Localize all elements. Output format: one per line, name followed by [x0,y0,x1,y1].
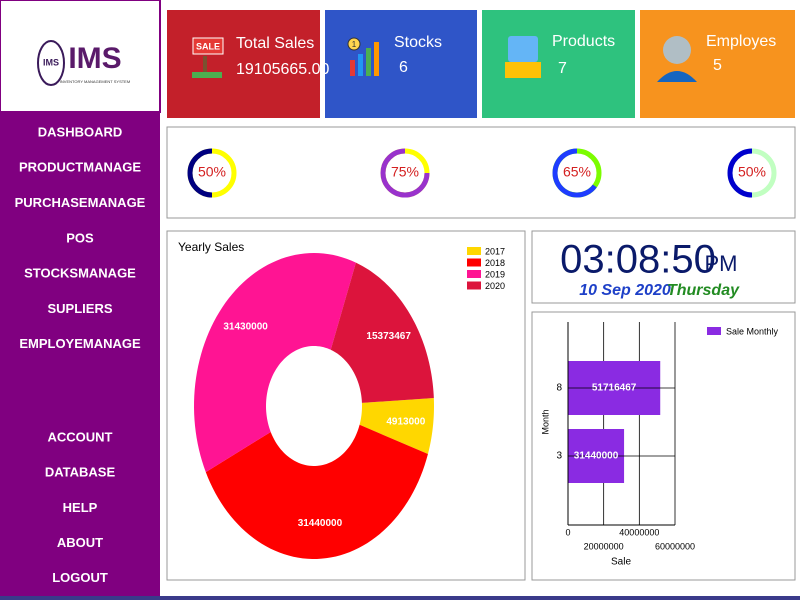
y-tick-label: 8 [556,383,562,394]
legend-label: Sale Monthly [726,326,779,336]
menu-item[interactable]: SUPLIERS [47,301,112,316]
gauge-label: 75% [391,164,419,180]
gauge-arc [187,148,213,198]
logo-subtitle: INVENTORY MANAGEMENT SYSTEM [60,79,130,84]
slice-label: 31430000 [223,321,268,332]
menu-item[interactable]: EMPLOYEMANAGE [19,336,141,351]
legend-swatch [467,247,481,255]
donut-slice [359,397,434,454]
stock-coin [347,37,361,51]
donut-slice [330,262,434,403]
sale-badge: SALE [196,41,220,51]
gauge-label: 50% [738,164,766,180]
clock-day: Thursday [667,282,740,299]
product-icon [505,62,541,78]
card-title: Total Sales [236,35,314,52]
x-tick-label: 0 [565,527,570,537]
gauge-arc [380,148,430,198]
legend-label: 2017 [485,246,505,256]
clock-time: 03:08:50 [560,238,716,282]
donut-slice [205,424,428,559]
product-icon [508,36,538,62]
card-value: 5 [713,57,722,74]
card-title: Products [552,33,615,50]
logo-title: IMS [68,42,121,75]
legend-swatch [707,327,721,335]
stock-icon [350,60,355,76]
employee-icon [663,36,691,64]
bar-label: 31440000 [574,451,619,462]
card-value: 6 [399,59,408,76]
menu-item[interactable]: PRODUCTMANAGE [19,160,141,175]
legend-swatch [467,258,481,267]
clock-date: 10 Sep 2020 [579,282,671,299]
logo-mark [37,40,65,86]
slice-label: 31440000 [298,518,343,529]
card-value: 7 [558,60,567,77]
y-tick-label: 3 [556,451,562,462]
y-axis-label: Month [540,409,550,434]
sale-post [203,56,207,74]
legend-label: 2018 [485,258,505,268]
stock-icon [366,48,371,76]
menu-item[interactable]: ACCOUNT [48,429,113,444]
menu-item[interactable]: POS [66,230,94,245]
bar-label: 51716467 [592,383,637,394]
menu-item[interactable]: DATABASE [45,465,116,480]
stock-icon [358,54,363,76]
x-tick-label: 20000000 [584,541,624,551]
menu-item[interactable]: ABOUT [57,535,103,550]
bottom-bar [0,596,800,600]
card-title: Stocks [394,34,442,51]
legend-label: 2019 [485,269,505,279]
card-title: Employes [706,33,776,50]
employee-icon [657,71,697,82]
legend-swatch [467,270,481,278]
menu-item[interactable]: HELP [63,500,98,515]
sale-icon [192,37,224,55]
clock-panel [531,230,796,304]
menu-item[interactable]: STOCKSMANAGE [24,266,136,281]
donut-slice [194,253,356,473]
legend-label: 2020 [485,281,505,291]
x-tick-label: 40000000 [619,527,659,537]
gauge-label: 50% [198,164,226,180]
slice-label: 4913000 [386,416,425,427]
slice-label: 15373467 [366,331,411,342]
logo-ims: IMS [43,57,59,67]
x-axis-label: Sale [611,557,631,568]
card [640,10,795,118]
sale-ground [192,72,222,78]
legend-swatch [467,281,481,290]
x-tick-label: 60000000 [655,541,695,551]
chart-title: Yearly Sales [178,240,244,254]
menu-item[interactable]: PURCHASEMANAGE [15,195,146,210]
gauge-arc [552,148,597,198]
gauge-panel [166,126,796,219]
gauge-arc [727,148,753,198]
logo-box [0,0,161,113]
stock-badge: 1 [352,40,357,49]
clock-ampm: PM [705,251,738,276]
stock-icon [374,42,379,76]
gauge-label: 65% [563,164,591,180]
menu-item[interactable]: DASHBOARD [38,124,123,139]
card-value: 19105665.00 [236,61,330,78]
menu-item[interactable]: LOGOUT [52,570,108,585]
card [167,10,320,118]
